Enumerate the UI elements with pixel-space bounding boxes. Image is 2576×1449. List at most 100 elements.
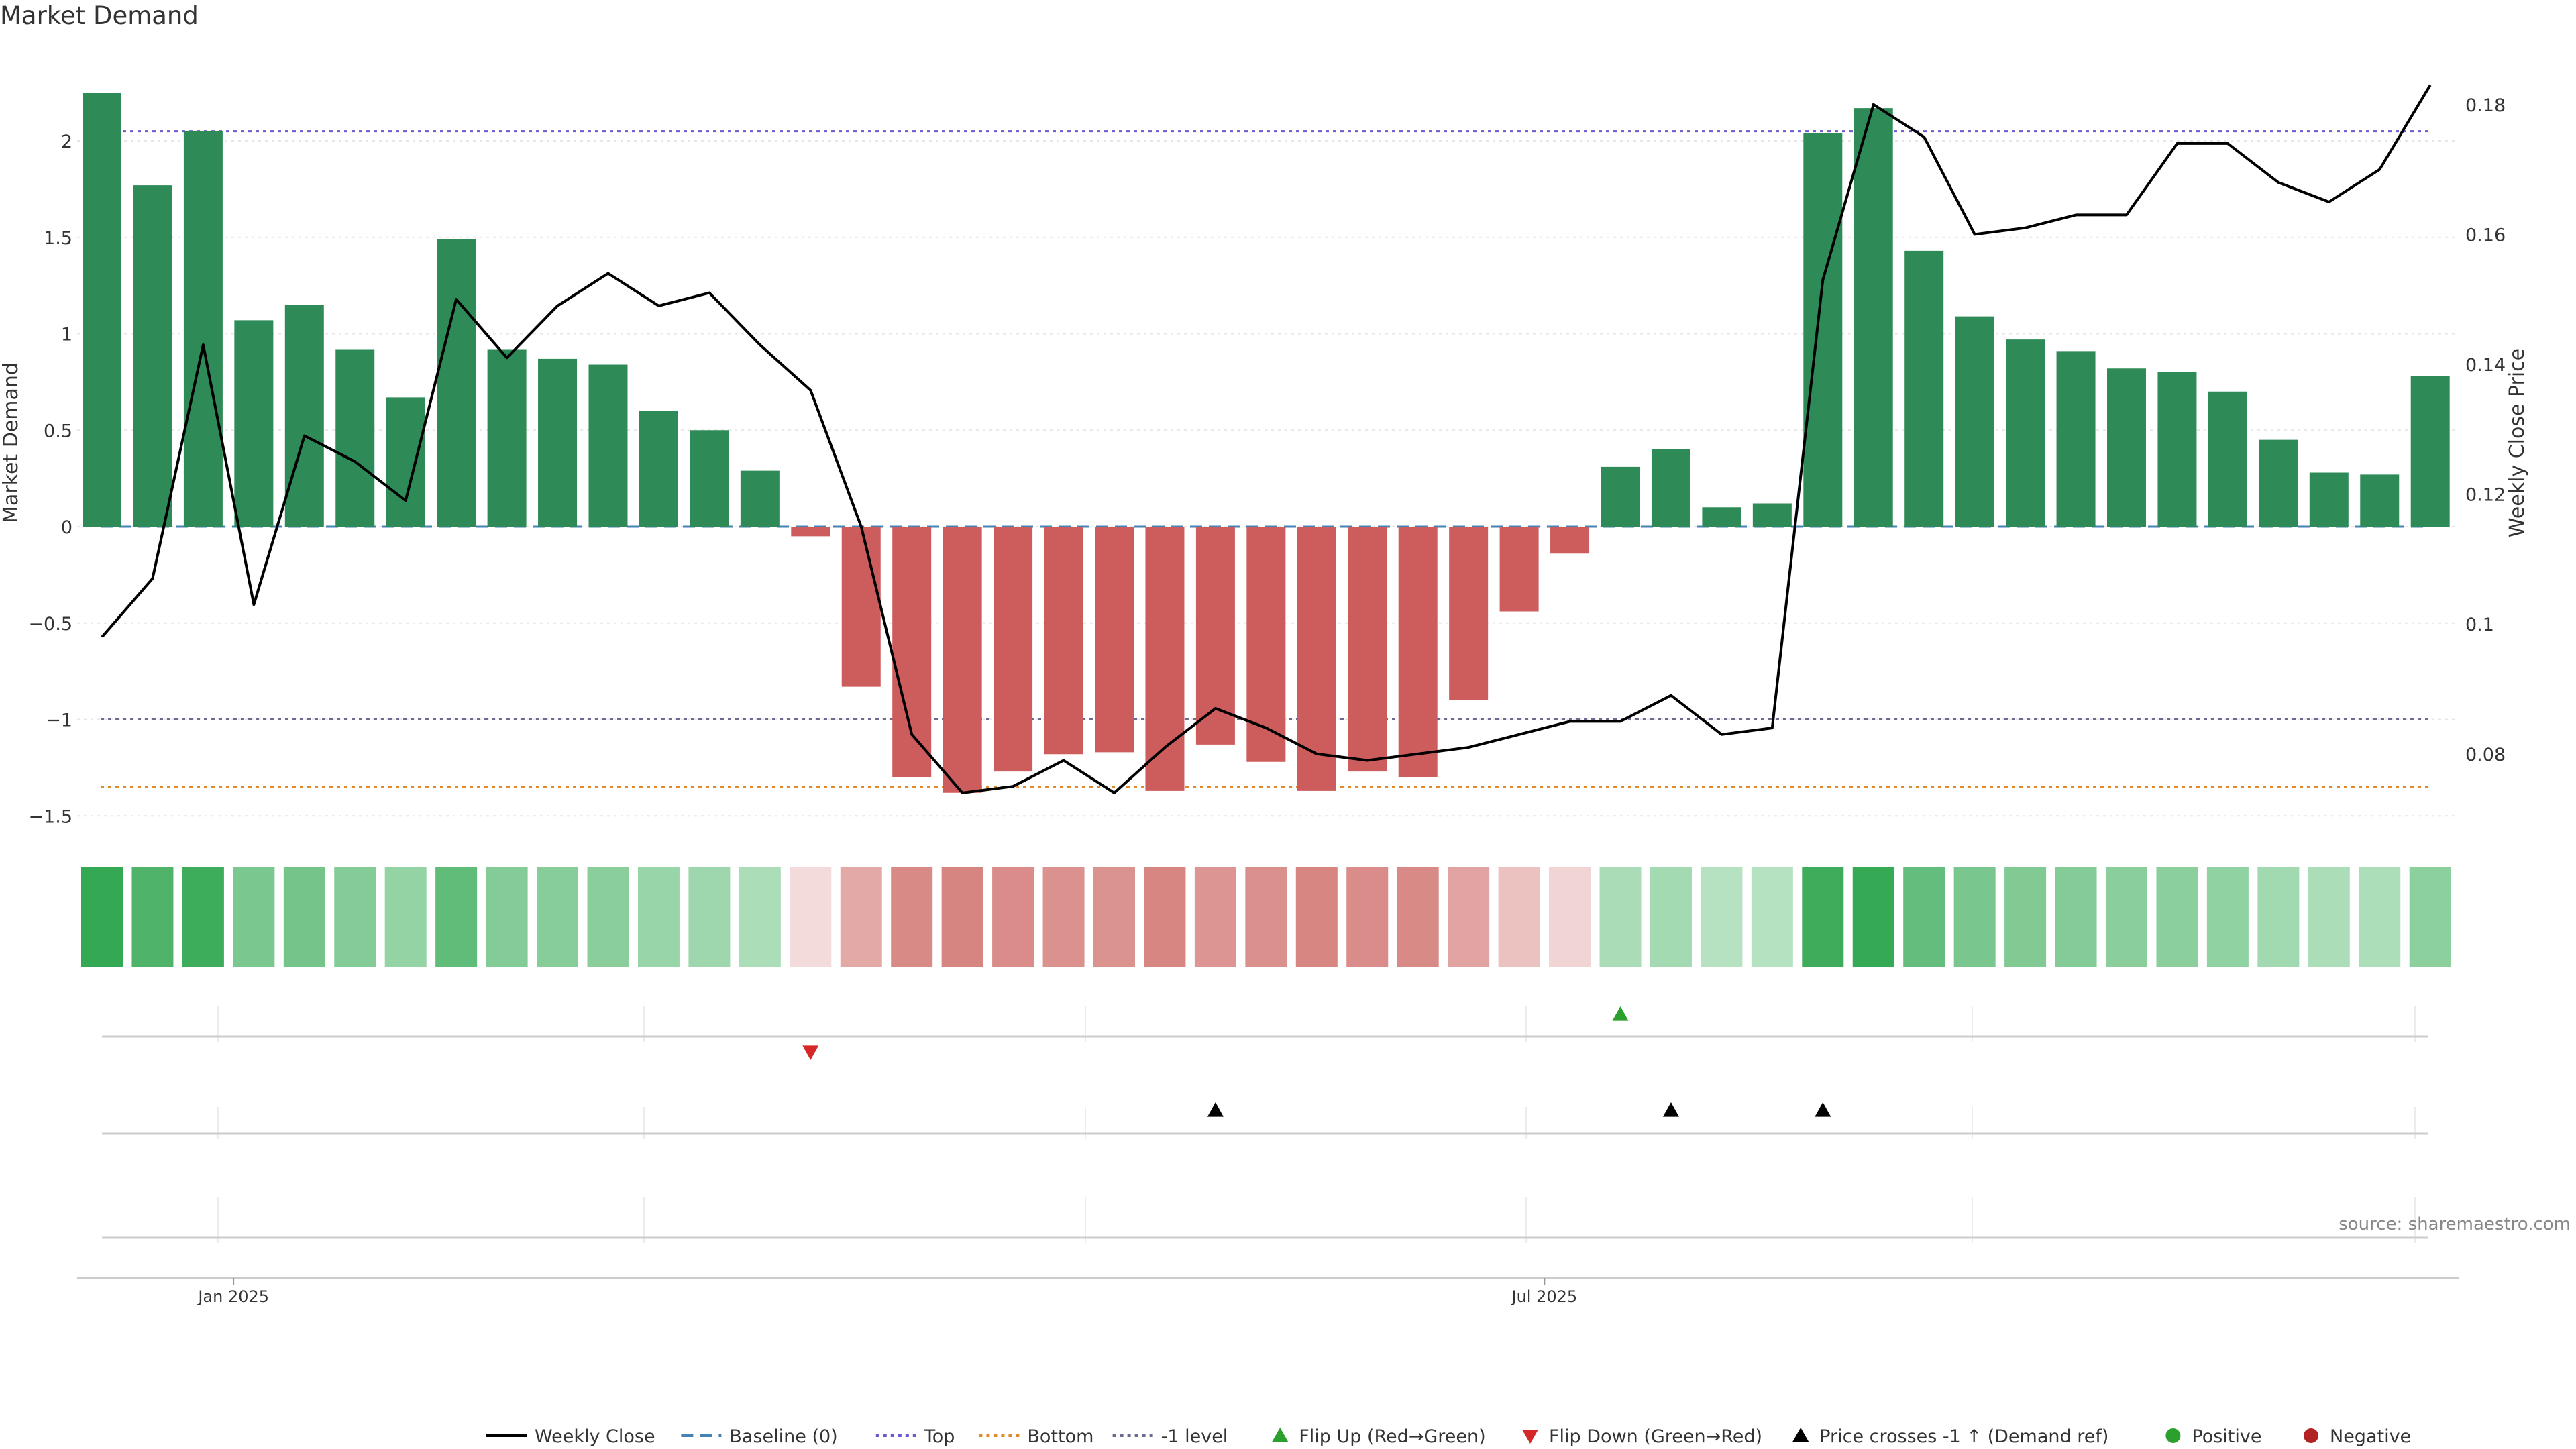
y2-tick-label: 0.08	[2465, 745, 2506, 765]
legend-label: Baseline (0)	[729, 1426, 837, 1447]
heat-cell	[131, 867, 174, 967]
heat-cell	[486, 867, 528, 967]
legend-swatch-circle	[2165, 1428, 2181, 1443]
right-axis: 0.18 0.16 0.14 0.12 0.1 0.08	[2465, 95, 2506, 765]
heat-cell	[2106, 867, 2147, 967]
y2-tick-label: 0.16	[2465, 225, 2506, 246]
demand-bar	[183, 131, 223, 527]
demand-bar	[1904, 250, 1944, 527]
demand-bar	[1398, 527, 1438, 777]
demand-bars	[83, 93, 2450, 793]
demand-bar	[1499, 527, 1539, 612]
heat-cell	[790, 867, 832, 967]
heat-cell	[334, 867, 376, 967]
legend-label: -1 level	[1161, 1426, 1228, 1447]
demand-bar	[1955, 316, 1994, 527]
demand-bar	[690, 430, 729, 527]
legend-item: Price crosses -1 ↑ (Demand ref)	[1792, 1426, 2108, 1447]
demand-bar	[1297, 527, 1336, 791]
heat-cell	[1295, 867, 1338, 967]
heat-cell	[2156, 867, 2198, 967]
heat-cell	[992, 867, 1034, 967]
source-note: source: sharemaestro.com	[2339, 1214, 2571, 1234]
legend-swatch-triangle-up	[1792, 1428, 1809, 1442]
heat-cell	[435, 867, 478, 967]
heat-cell	[1144, 867, 1186, 967]
demand-bar	[1752, 503, 1792, 527]
heat-cell	[2409, 867, 2451, 967]
demand-bar	[740, 470, 780, 527]
heat-cell	[384, 867, 427, 967]
demand-bar	[2006, 339, 2045, 527]
legend-item: Weekly Close	[486, 1426, 655, 1447]
heat-cell	[2004, 867, 2047, 967]
heat-cell	[2055, 867, 2097, 967]
y-tick-label: −1.5	[28, 806, 72, 827]
heat-cell	[2257, 867, 2300, 967]
demand-bar	[437, 239, 476, 527]
heat-cell	[81, 867, 123, 967]
demand-bar	[487, 349, 527, 527]
demand-bar	[1044, 527, 1083, 755]
legend-label: Flip Down (Green→Red)	[1549, 1426, 1762, 1447]
heat-cell	[1245, 867, 1287, 967]
heat-cell	[637, 867, 680, 967]
demand-bar	[133, 185, 172, 527]
y-tick-label: 0	[61, 517, 72, 538]
x-tick-label: Jul 2025	[1510, 1287, 1577, 1306]
demand-bar	[1095, 527, 1134, 753]
demand-bar	[83, 93, 121, 527]
demand-bar	[335, 349, 375, 527]
demand-bar	[2259, 439, 2298, 527]
legend-swatch-triangle-down	[1522, 1430, 1538, 1444]
demand-bar	[2157, 372, 2197, 527]
heat-cell	[283, 867, 325, 967]
y2-tick-label: 0.1	[2465, 614, 2494, 635]
y2-tick-label: 0.18	[2465, 95, 2506, 116]
heat-cell	[1852, 867, 1894, 967]
flip-down-marker	[802, 1045, 819, 1060]
demand-bar	[1601, 466, 1640, 527]
legend-label: Negative	[2330, 1426, 2411, 1447]
demand-bar	[1803, 133, 1843, 527]
signal-panels	[102, 1006, 2428, 1243]
legend-item: Flip Up (Red→Green)	[1272, 1426, 1486, 1447]
y-tick-label: 1.5	[44, 228, 72, 249]
y-axis-label: Market Demand	[0, 362, 23, 523]
demand-bar	[791, 527, 830, 537]
demand-bar	[1348, 527, 1387, 772]
legend-label: Bottom	[1027, 1426, 1093, 1447]
demand-bar	[1145, 527, 1185, 791]
heat-cell	[688, 867, 731, 967]
demand-bar	[943, 527, 982, 793]
demand-bar	[386, 397, 425, 527]
page-title: Market Demand	[0, 1, 199, 30]
heat-cell	[1903, 867, 1945, 967]
flip-up-marker	[1612, 1006, 1629, 1021]
heat-cell	[233, 867, 275, 967]
heat-cell	[739, 867, 781, 967]
legend-item: Positive	[2165, 1426, 2261, 1447]
y-tick-label: −0.5	[28, 614, 72, 635]
demand-bar	[538, 358, 578, 527]
weekly-close-series	[101, 84, 2432, 794]
heat-cell	[1498, 867, 1540, 967]
y2-tick-label: 0.12	[2465, 485, 2506, 506]
legend-swatch-circle	[2304, 1428, 2318, 1443]
legend-swatch-triangle-up	[1272, 1428, 1289, 1442]
heat-cell	[1346, 867, 1389, 967]
weekly-close-line	[101, 84, 2432, 794]
demand-heat-strip	[81, 867, 2451, 967]
y-tick-label: 1	[61, 325, 72, 345]
demand-bar	[1550, 527, 1590, 554]
heat-cell	[1751, 867, 1793, 967]
legend-label: Top	[924, 1426, 955, 1447]
legend-label: Flip Up (Red→Green)	[1299, 1426, 1486, 1447]
heat-cell	[2308, 867, 2350, 967]
heat-cell	[1802, 867, 1844, 967]
demand-bar	[2107, 368, 2146, 527]
demand-bar	[892, 527, 932, 777]
demand-bar	[1854, 108, 1893, 527]
legend-item: Flip Down (Green→Red)	[1522, 1426, 1762, 1447]
heat-cell	[941, 867, 983, 967]
